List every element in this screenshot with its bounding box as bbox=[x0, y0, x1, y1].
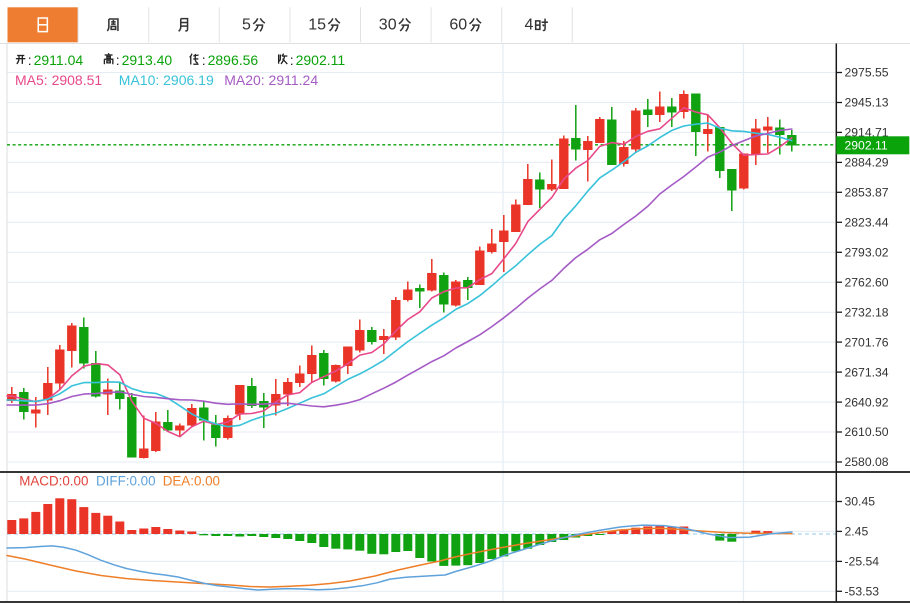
svg-text:2671.34: 2671.34 bbox=[845, 365, 889, 379]
svg-text:2640.92: 2640.92 bbox=[845, 395, 889, 409]
svg-text:2914.71: 2914.71 bbox=[845, 126, 889, 140]
svg-text:2902.11: 2902.11 bbox=[296, 52, 346, 68]
svg-text:2911.04: 2911.04 bbox=[34, 52, 84, 68]
svg-text:2610.50: 2610.50 bbox=[845, 425, 889, 439]
svg-text:2902.11: 2902.11 bbox=[845, 139, 888, 153]
svg-text:DIFF:0.00: DIFF:0.00 bbox=[96, 474, 156, 489]
svg-text:2853.87: 2853.87 bbox=[845, 186, 889, 200]
svg-text:2732.18: 2732.18 bbox=[845, 305, 889, 319]
svg-text:2913.40: 2913.40 bbox=[122, 52, 173, 68]
svg-text:2945.13: 2945.13 bbox=[845, 96, 889, 110]
svg-text::: : bbox=[116, 52, 120, 68]
svg-text::: : bbox=[290, 52, 294, 68]
svg-text::: : bbox=[202, 52, 206, 68]
svg-text:2975.55: 2975.55 bbox=[845, 66, 889, 80]
svg-text:15: 15 bbox=[308, 17, 326, 34]
svg-text:-25.54: -25.54 bbox=[845, 555, 880, 569]
svg-text:MA5: 2908.51: MA5: 2908.51 bbox=[15, 72, 102, 88]
svg-text:2701.76: 2701.76 bbox=[845, 335, 889, 349]
svg-text:2896.56: 2896.56 bbox=[208, 52, 259, 68]
svg-text:2.45: 2.45 bbox=[845, 525, 869, 539]
svg-text:5: 5 bbox=[242, 17, 251, 34]
svg-text:2580.08: 2580.08 bbox=[845, 455, 889, 469]
svg-text:2793.02: 2793.02 bbox=[845, 246, 889, 260]
svg-text:DEA:0.00: DEA:0.00 bbox=[163, 474, 220, 489]
svg-text:60: 60 bbox=[449, 17, 467, 34]
svg-text:4: 4 bbox=[525, 17, 534, 34]
svg-text:30.45: 30.45 bbox=[845, 495, 876, 509]
svg-text::: : bbox=[28, 52, 32, 68]
svg-text:2884.29: 2884.29 bbox=[845, 156, 889, 170]
svg-text:MA20: 2911.24: MA20: 2911.24 bbox=[224, 72, 318, 88]
svg-text:2762.60: 2762.60 bbox=[845, 275, 889, 289]
svg-text:2823.44: 2823.44 bbox=[845, 216, 889, 230]
svg-text:MA10: 2906.19: MA10: 2906.19 bbox=[119, 72, 214, 88]
svg-text:-53.53: -53.53 bbox=[845, 585, 880, 599]
svg-text:30: 30 bbox=[379, 17, 397, 34]
svg-text:MACD:0.00: MACD:0.00 bbox=[19, 474, 88, 489]
